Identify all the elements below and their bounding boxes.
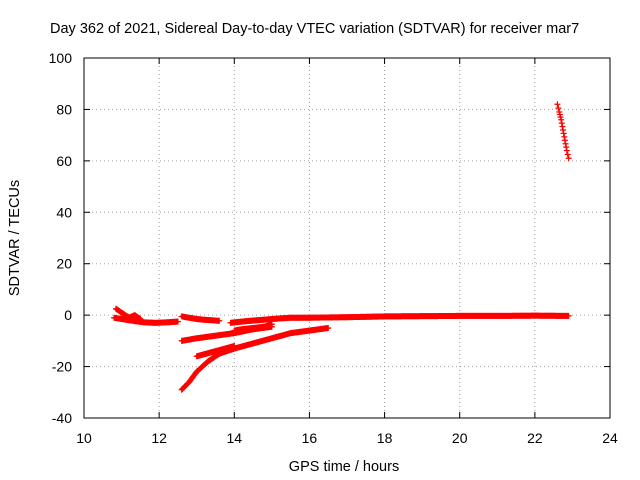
plot-frame [83,57,611,419]
data-point [564,151,571,158]
data-series [111,101,572,393]
x-tick-label: 18 [377,430,393,446]
x-tick-label: 22 [527,430,543,446]
data-point [560,130,567,137]
data-point [174,318,181,325]
data-point [554,101,561,108]
series-track-1 [111,314,181,326]
x-tick-label: 20 [452,430,468,446]
y-tick-label: -20 [52,359,72,375]
series-track-9 [231,321,275,334]
data-point [231,343,238,349]
data-point [563,144,570,151]
y-tick-labels: 100 80 60 40 20 0 -20 -40 [49,50,73,426]
x-axis-title: GPS time / hours [289,459,399,475]
data-point [325,325,332,331]
y-tick-label: 80 [56,101,72,117]
series-track-3 [126,312,144,322]
series-track-4 [178,313,223,324]
data-point [561,137,568,144]
chart-title: Day 362 of 2021, Sidereal Day-to-day VTE… [50,21,579,37]
data-point [560,127,567,133]
data-point [558,120,565,127]
series-track-8 [227,312,572,326]
y-tick-label: 0 [64,307,72,323]
series-track-10 [554,101,572,162]
data-point [137,316,144,322]
gridlines [84,58,610,418]
axis-ticks [83,57,611,419]
series-track-7 [193,343,238,360]
data-point [216,317,223,324]
y-tick-label: 100 [49,50,73,66]
x-tick-label: 12 [151,430,167,446]
x-tick-labels: 10 12 14 16 18 20 22 24 [76,430,618,446]
data-point [555,105,562,112]
x-tick-label: 24 [602,430,618,446]
x-tick-label: 10 [76,430,92,446]
data-point [565,312,572,319]
y-tick-label: 60 [56,153,72,169]
data-point [268,321,275,328]
y-axis-title: SDTVAR / TECUs [7,180,23,296]
data-point [562,140,569,147]
series-track-6 [178,325,332,393]
data-point [563,147,570,154]
x-tick-label: 14 [226,430,242,446]
data-point [561,133,568,140]
x-tick-label: 16 [302,430,318,446]
data-point [565,155,572,162]
y-tick-label: 20 [56,256,72,272]
y-tick-label: 40 [56,204,72,220]
data-point [558,116,565,123]
y-tick-label: -40 [52,410,72,426]
data-point [559,123,566,130]
